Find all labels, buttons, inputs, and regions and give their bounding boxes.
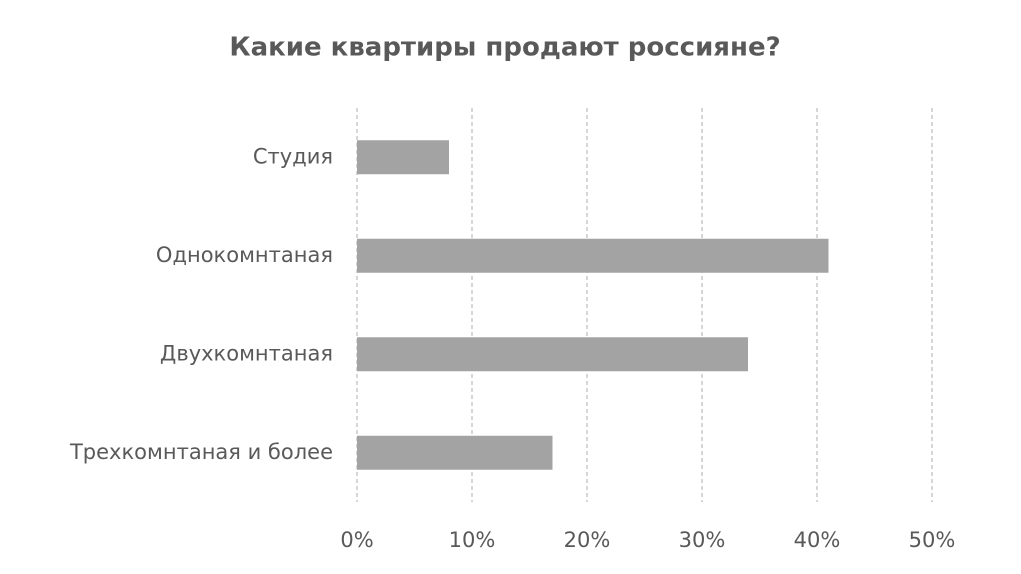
bar xyxy=(357,238,829,273)
y-tick-label: Студия xyxy=(253,144,333,168)
x-tick-label: 10% xyxy=(449,528,496,552)
y-tick-label: Двухкомнтаная xyxy=(160,341,333,365)
bar xyxy=(357,140,449,175)
x-tick-label: 20% xyxy=(564,528,611,552)
bar xyxy=(357,435,553,470)
y-tick-label: Трехкомнтаная и более xyxy=(69,440,333,464)
x-tick-label: 40% xyxy=(794,528,841,552)
x-tick-label: 50% xyxy=(909,528,956,552)
y-tick-label: Однокомнтаная xyxy=(156,243,333,267)
x-tick-label: 30% xyxy=(679,528,726,552)
chart-title: Какие квартиры продают россияне? xyxy=(229,33,780,63)
bar xyxy=(357,337,748,372)
x-tick-label: 0% xyxy=(340,528,373,552)
